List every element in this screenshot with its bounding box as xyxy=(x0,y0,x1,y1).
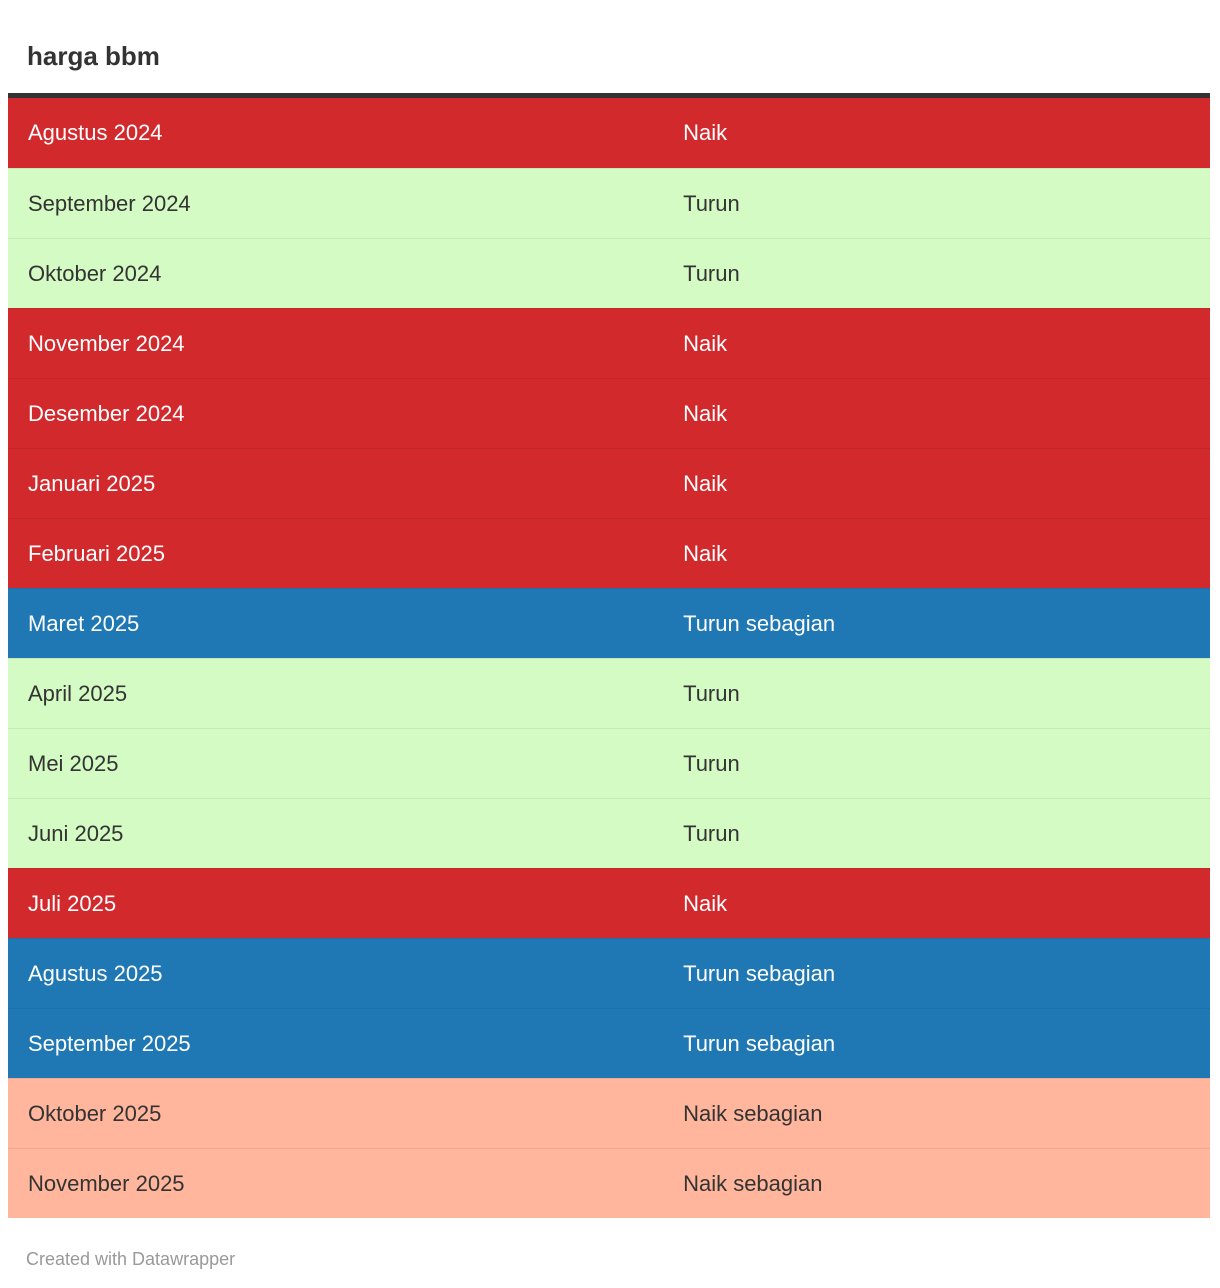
month-cell: Oktober 2025 xyxy=(28,1100,162,1126)
table-row: Agustus 2025 Turun sebagian xyxy=(8,938,1210,1008)
month-cell: September 2024 xyxy=(28,190,191,216)
table-row: September 2024 Turun xyxy=(8,168,1210,238)
status-cell: Naik xyxy=(683,120,728,145)
month-cell: Oktober 2024 xyxy=(28,260,162,286)
status-cell: Naik sebagian xyxy=(683,1100,823,1126)
month-cell: November 2025 xyxy=(28,1170,185,1196)
month-cell: Juli 2025 xyxy=(28,890,117,916)
status-cell: Turun sebagian xyxy=(683,610,836,636)
month-cell: Juni 2025 xyxy=(28,820,124,846)
month-cell: Januari 2025 xyxy=(28,470,156,496)
month-cell: Maret 2025 xyxy=(28,610,140,636)
status-cell: Naik xyxy=(683,470,728,496)
status-cell: Naik xyxy=(683,400,728,426)
month-cell: Agustus 2024 xyxy=(28,120,163,145)
status-cell: Naik sebagian xyxy=(683,1170,823,1196)
table-row: Oktober 2025 Naik sebagian xyxy=(8,1078,1210,1148)
table-row: November 2024 Naik xyxy=(8,308,1210,378)
table-row: Mei 2025 Turun xyxy=(8,728,1210,798)
table-row: November 2025 Naik sebagian xyxy=(8,1148,1210,1218)
table-row: Juni 2025 Turun xyxy=(8,798,1210,868)
status-cell: Turun sebagian xyxy=(683,1030,836,1056)
table-row: Agustus 2024 Naik xyxy=(8,98,1210,168)
datawrapper-table-chart: harga bbm Agustus 2024 Naik September 2024… xyxy=(8,0,1210,1271)
month-cell: September 2025 xyxy=(28,1030,191,1056)
month-cell: Desember 2024 xyxy=(28,400,185,426)
status-cell: Naik xyxy=(683,540,728,566)
month-cell: Agustus 2025 xyxy=(28,960,163,986)
status-cell: Naik xyxy=(683,330,728,356)
status-table: Agustus 2024 Naik September 2024 Turun Oktob… xyxy=(8,93,1210,1218)
table-row: Desember 2024 Naik xyxy=(8,378,1210,448)
month-cell: Februari 2025 xyxy=(28,540,165,566)
table-row: Oktober 2024 Turun xyxy=(8,238,1210,308)
status-cell: Turun xyxy=(683,750,740,776)
status-cell: Turun xyxy=(683,190,740,216)
status-cell: Turun xyxy=(683,260,740,286)
chart-title: harga bbm xyxy=(27,41,160,71)
table-row: Februari 2025 Naik xyxy=(8,518,1210,588)
status-cell: Turun xyxy=(683,820,740,846)
status-cell: Turun xyxy=(683,680,740,706)
table-row: Januari 2025 Naik xyxy=(8,448,1210,518)
table-row: September 2025 Turun sebagian xyxy=(8,1008,1210,1078)
table-row: Juli 2025 Naik xyxy=(8,868,1210,938)
attribution-text: Created with Datawrapper xyxy=(26,1249,236,1269)
month-cell: Mei 2025 xyxy=(28,750,119,776)
status-cell: Turun sebagian xyxy=(683,960,836,986)
status-cell: Naik xyxy=(683,890,728,916)
month-cell: November 2024 xyxy=(28,330,185,356)
month-cell: April 2025 xyxy=(28,680,128,706)
table-row: April 2025 Turun xyxy=(8,658,1210,728)
table-row: Maret 2025 Turun sebagian xyxy=(8,588,1210,658)
